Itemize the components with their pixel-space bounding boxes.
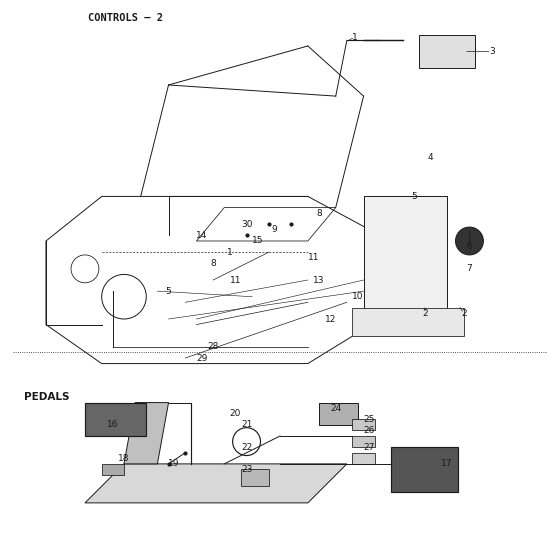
Polygon shape — [85, 403, 146, 436]
Text: 5: 5 — [411, 192, 417, 201]
Text: 11: 11 — [307, 253, 319, 262]
Text: 27: 27 — [363, 442, 375, 452]
Bar — [241, 469, 269, 486]
Text: 21: 21 — [241, 421, 252, 430]
Text: 22: 22 — [241, 442, 252, 452]
Text: CONTROLS – 2: CONTROLS – 2 — [88, 13, 163, 23]
Polygon shape — [363, 197, 447, 319]
Text: 18: 18 — [118, 454, 130, 463]
Bar — [352, 419, 375, 431]
Text: 5: 5 — [166, 287, 171, 296]
Bar — [352, 436, 375, 447]
Text: 8: 8 — [210, 259, 216, 268]
Text: 3: 3 — [489, 47, 494, 56]
Text: 26: 26 — [363, 426, 375, 435]
Text: 20: 20 — [230, 409, 241, 418]
Text: 13: 13 — [313, 276, 325, 284]
Text: 8: 8 — [316, 209, 322, 218]
Text: 23: 23 — [241, 465, 252, 474]
Text: 28: 28 — [207, 342, 219, 351]
Text: 2: 2 — [461, 309, 466, 318]
Text: 12: 12 — [324, 315, 336, 324]
Text: 1: 1 — [352, 33, 358, 42]
Bar — [319, 403, 358, 425]
Text: PEDALS: PEDALS — [24, 392, 69, 402]
Polygon shape — [85, 464, 347, 503]
Text: 25: 25 — [363, 415, 375, 424]
Bar — [352, 452, 375, 464]
Text: 14: 14 — [197, 231, 208, 240]
Bar — [352, 308, 464, 336]
Polygon shape — [124, 403, 169, 464]
Bar — [102, 464, 124, 475]
Text: 9: 9 — [272, 225, 277, 234]
Circle shape — [455, 227, 483, 255]
Polygon shape — [391, 447, 458, 492]
Text: 30: 30 — [241, 220, 253, 229]
Text: 11: 11 — [230, 276, 241, 284]
Text: 4: 4 — [428, 153, 433, 162]
Text: 1: 1 — [227, 248, 233, 256]
Text: 29: 29 — [197, 353, 208, 362]
Text: 15: 15 — [252, 236, 263, 245]
Text: 19: 19 — [169, 459, 180, 468]
Text: 2: 2 — [422, 309, 428, 318]
Text: 24: 24 — [330, 404, 342, 413]
Text: 6: 6 — [466, 242, 472, 251]
Text: 10: 10 — [352, 292, 364, 301]
Text: 16: 16 — [107, 421, 119, 430]
Bar — [419, 35, 475, 68]
Text: 7: 7 — [466, 264, 472, 273]
Text: 17: 17 — [441, 459, 453, 468]
